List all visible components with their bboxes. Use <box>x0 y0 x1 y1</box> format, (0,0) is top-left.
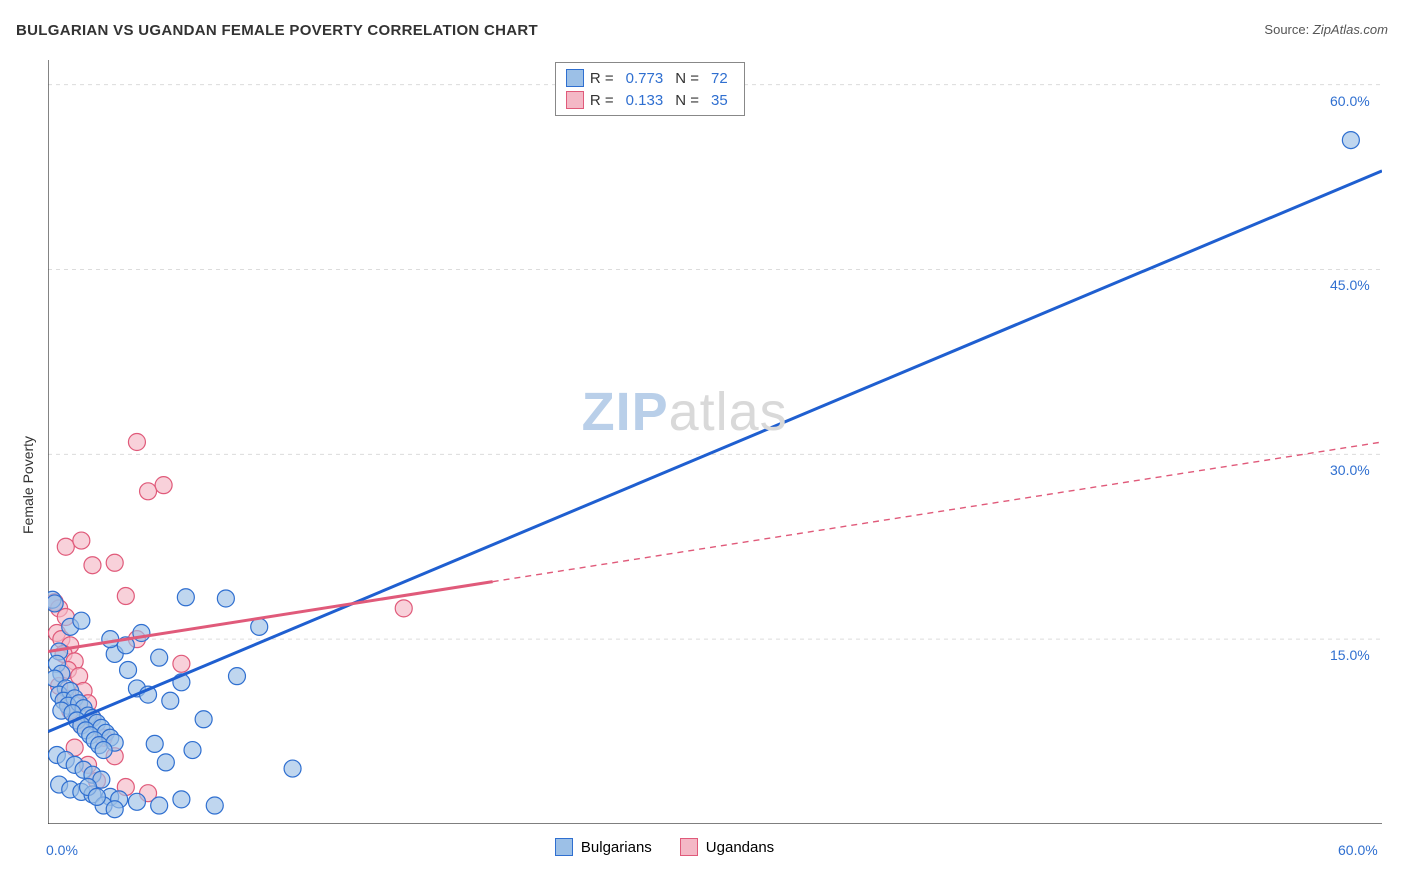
source-attribution: Source: ZipAtlas.com <box>1264 22 1388 37</box>
x-tick-label: 0.0% <box>46 842 78 858</box>
x-tick-label: 60.0% <box>1338 842 1378 858</box>
stats-legend: R =0.773 N =72 R =0.133 N =35 <box>555 62 745 116</box>
chart-title: BULGARIAN VS UGANDAN FEMALE POVERTY CORR… <box>16 22 538 39</box>
legend-swatch <box>566 69 584 87</box>
legend-label: Bulgarians <box>581 839 652 856</box>
legend-item: Ugandans <box>680 838 774 856</box>
series-legend: Bulgarians Ugandans <box>555 838 774 856</box>
legend-swatch <box>680 838 698 856</box>
y-tick-label: 15.0% <box>1330 647 1370 663</box>
legend-item: Bulgarians <box>555 838 652 856</box>
y-tick-label: 30.0% <box>1330 462 1370 478</box>
y-axis-label: Female Poverty <box>20 436 36 534</box>
stats-legend-row: R =0.133 N =35 <box>566 89 734 111</box>
stats-legend-row: R =0.773 N =72 <box>566 67 734 89</box>
y-tick-label: 60.0% <box>1330 93 1370 109</box>
source-value: ZipAtlas.com <box>1313 22 1388 37</box>
y-tick-label: 45.0% <box>1330 277 1370 293</box>
legend-swatch <box>555 838 573 856</box>
scatter-plot <box>48 60 1382 824</box>
legend-label: Ugandans <box>706 839 774 856</box>
source-label: Source: <box>1264 22 1309 37</box>
legend-swatch <box>566 91 584 109</box>
